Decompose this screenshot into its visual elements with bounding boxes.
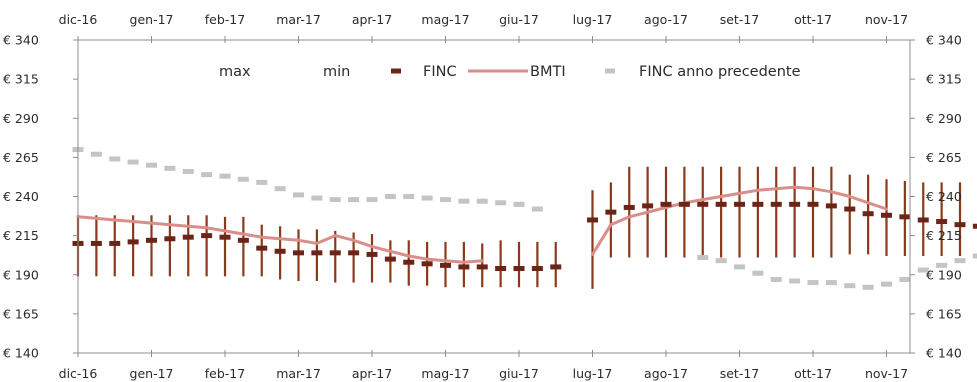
y-tick-label-left: € 190	[3, 267, 39, 282]
x-tick-label-bottom: ott-17	[794, 366, 832, 381]
x-tick-label-top: feb-17	[205, 12, 245, 27]
y-tick-label-right: € 315	[926, 72, 962, 87]
x-tick-label-top: mar-17	[276, 12, 321, 27]
legend-label-finc: FINC	[423, 64, 457, 80]
x-tick-label-top: giu-17	[499, 12, 539, 27]
x-tick-label-bottom: apr-17	[352, 366, 392, 381]
finc-series	[72, 201, 977, 271]
chart-axes: € 340 € 340 € 315 € 315 € 290 € 290 € 265 € 265…	[3, 12, 962, 381]
x-tick-label-top: lug-17	[573, 12, 613, 27]
legend-label-finc-prev: FINC anno precedente	[639, 64, 801, 80]
x-tick-label-top: set-17	[720, 12, 760, 27]
x-tick-label-top: ott-17	[794, 12, 832, 27]
x-tick-label-top: apr-17	[352, 12, 392, 27]
y-tick-label-right: € 165	[926, 306, 962, 321]
y-tick-label-left: € 240	[3, 189, 39, 204]
x-tick-label-bottom: ago-17	[644, 366, 688, 381]
y-tick-label-right: € 340	[926, 33, 962, 48]
x-tick-label-bottom: gen-17	[130, 366, 174, 381]
y-tick-label-left: € 290	[3, 111, 39, 126]
x-tick-label-bottom: feb-17	[205, 366, 245, 381]
y-tick-label-right: € 265	[926, 150, 962, 165]
bmti-series	[76, 185, 888, 264]
x-tick-label-bottom: mag-17	[421, 366, 469, 381]
legend-label-min: min	[323, 64, 350, 80]
x-tick-label-bottom: nov-17	[865, 366, 908, 381]
y-tick-label-right: € 240	[926, 189, 962, 204]
x-tick-label-bottom: mar-17	[276, 366, 321, 381]
x-tick-label-top: nov-17	[865, 12, 908, 27]
bmti-line	[76, 215, 484, 264]
y-tick-label-left: € 340	[3, 33, 39, 48]
y-tick-label-left: € 165	[3, 306, 39, 321]
y-tick-label-left: € 140	[3, 346, 39, 361]
x-tick-label-bottom: set-17	[720, 366, 760, 381]
y-tick-label-left: € 215	[3, 228, 39, 243]
bmti-line	[591, 185, 888, 256]
y-tick-label-left: € 315	[3, 72, 39, 87]
x-tick-label-bottom: giu-17	[499, 366, 539, 381]
x-tick-label-bottom: dic-16	[59, 366, 98, 381]
y-tick-label-right: € 290	[926, 111, 962, 126]
finc-anno-precedente-series	[72, 147, 977, 290]
chart-legend: max min FINC BMTI FINC anno precedente	[219, 64, 801, 80]
x-tick-label-top: gen-17	[130, 12, 174, 27]
x-tick-label-top: ago-17	[644, 12, 688, 27]
legend-label-max: max	[219, 64, 251, 80]
x-tick-label-top: dic-16	[59, 12, 98, 27]
y-tick-label-right: € 215	[926, 228, 962, 243]
y-tick-label-right: € 140	[926, 346, 962, 361]
x-tick-label-top: mag-17	[421, 12, 469, 27]
y-tick-label-right: € 190	[926, 267, 962, 282]
y-tick-label-left: € 265	[3, 150, 39, 165]
x-tick-label-bottom: lug-17	[573, 366, 613, 381]
legend-label-bmti: BMTI	[530, 64, 566, 80]
